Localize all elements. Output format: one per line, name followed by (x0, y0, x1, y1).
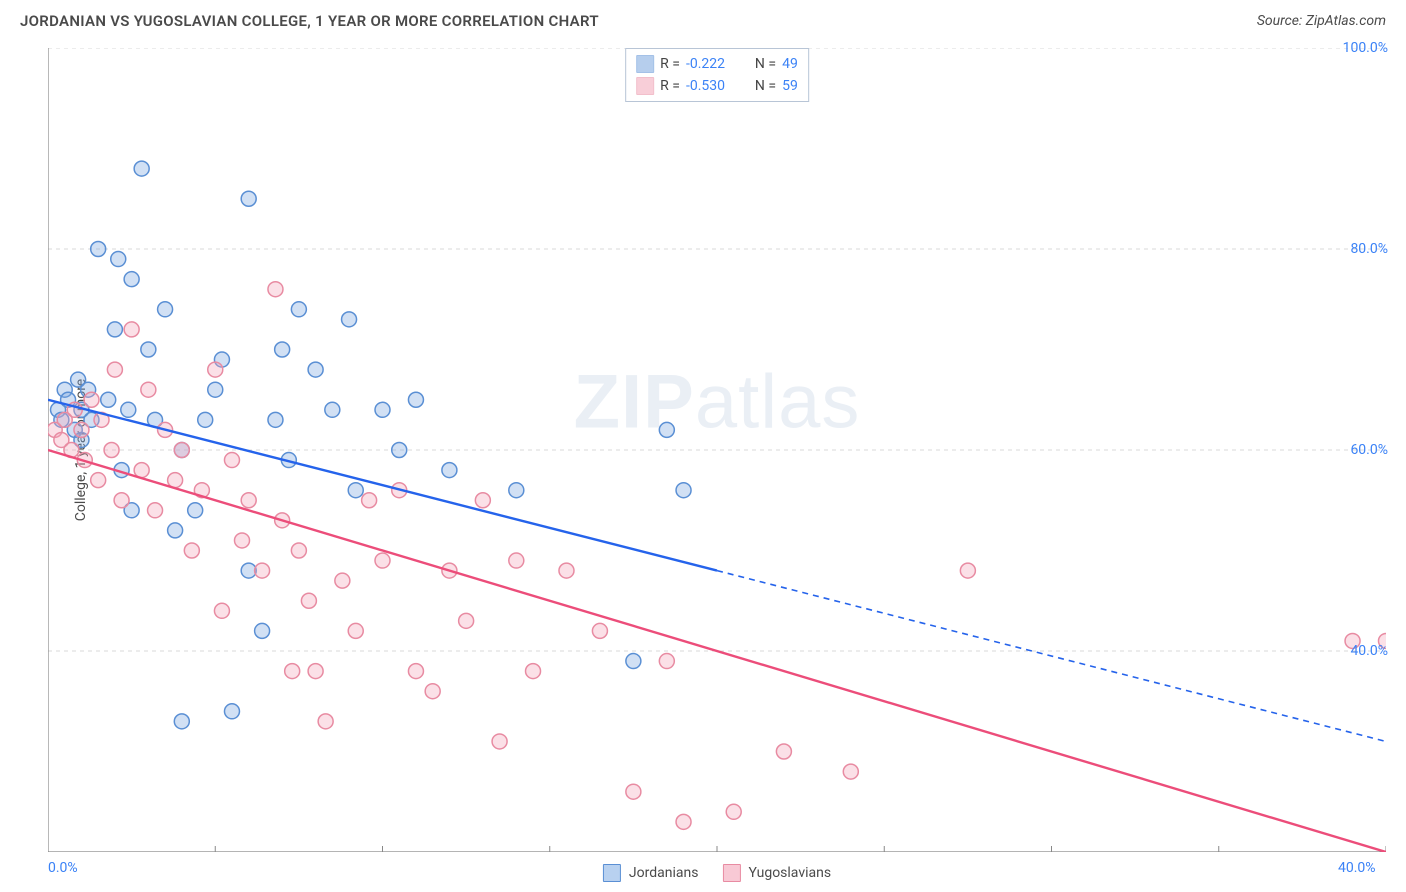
legend-r-label: R = (660, 56, 680, 72)
legend-item: Jordanians (603, 864, 699, 882)
x-tick-label: 40.0% (1338, 860, 1376, 876)
y-tick-label: 100.0% (1343, 40, 1388, 56)
y-tick-label: 80.0% (1350, 241, 1388, 257)
legend-row: R = -0.530 N = 59 (636, 75, 798, 97)
legend-r-value: -0.222 (686, 56, 742, 72)
chart-container: College, 1 year or more ZIPatlas R = -0.… (48, 48, 1386, 852)
source-attribution: Source: ZipAtlas.com (1257, 13, 1386, 29)
correlation-legend: R = -0.222 N = 49R = -0.530 N = 59 (625, 48, 809, 102)
legend-label: Jordanians (629, 865, 699, 881)
y-tick-label: 60.0% (1350, 442, 1388, 458)
header: JORDANIAN VS YUGOSLAVIAN COLLEGE, 1 YEAR… (0, 0, 1406, 38)
legend-n-value: 49 (782, 56, 798, 72)
y-tick-label: 40.0% (1350, 643, 1388, 659)
chart-title: JORDANIAN VS YUGOSLAVIAN COLLEGE, 1 YEAR… (20, 12, 599, 30)
legend-swatch (722, 864, 740, 882)
legend-r-value: -0.530 (686, 78, 742, 94)
legend-n-label: N = (748, 78, 776, 94)
legend-row: R = -0.222 N = 49 (636, 53, 798, 75)
legend-n-label: N = (748, 56, 776, 72)
legend-swatch (603, 864, 621, 882)
x-tick-label: 0.0% (48, 860, 78, 876)
legend-n-value: 59 (782, 78, 798, 94)
scatter-plot (48, 48, 1386, 852)
legend-r-label: R = (660, 78, 680, 94)
legend-label: Yugoslavians (748, 865, 831, 881)
legend-swatch (636, 55, 654, 73)
series-legend: Jordanians Yugoslavians (603, 864, 831, 882)
legend-item: Yugoslavians (722, 864, 831, 882)
legend-swatch (636, 77, 654, 95)
